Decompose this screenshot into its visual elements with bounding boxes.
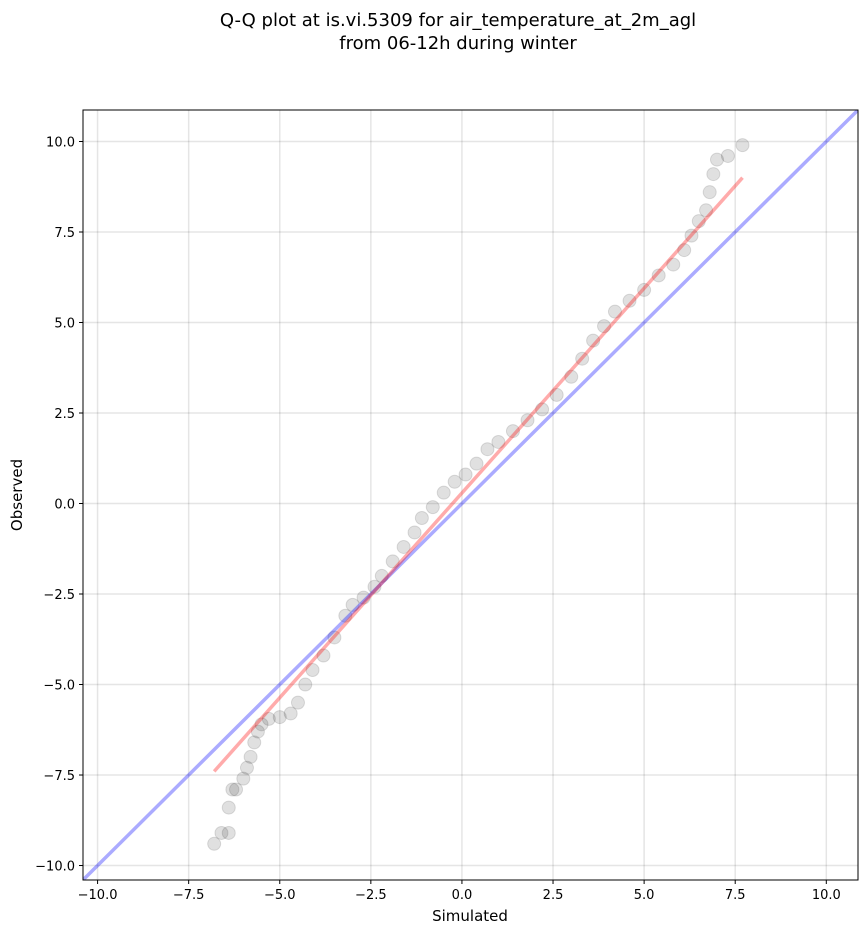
point <box>651 268 666 283</box>
point <box>458 467 473 482</box>
point <box>229 782 244 797</box>
point <box>298 677 313 692</box>
point <box>491 434 506 449</box>
point <box>469 456 484 471</box>
x-tick-label: 0.0 <box>452 888 473 903</box>
point <box>367 579 382 594</box>
point <box>480 442 495 457</box>
y-axis-label: Observed <box>8 459 26 531</box>
point <box>385 554 400 569</box>
point <box>243 749 258 764</box>
point <box>699 203 714 218</box>
point <box>396 539 411 554</box>
point <box>305 663 320 678</box>
x-tick-label: 10.0 <box>812 888 841 903</box>
x-tick-label: −10.0 <box>78 888 118 903</box>
x-tick-label: 7.5 <box>725 888 746 903</box>
chart-title: from 06-12h during winter <box>339 33 577 54</box>
point <box>236 771 251 786</box>
reference-line <box>212 176 744 773</box>
point <box>261 711 276 726</box>
point <box>414 510 429 525</box>
point <box>327 630 342 645</box>
point <box>505 424 520 439</box>
point <box>535 402 550 417</box>
y-tick-label: 0.0 <box>54 498 75 513</box>
point <box>425 500 440 515</box>
y-tick-label: 10.0 <box>46 135 75 150</box>
x-tick-label: 2.5 <box>543 888 564 903</box>
point <box>666 257 681 272</box>
point <box>564 369 579 384</box>
point <box>597 319 612 334</box>
point <box>254 717 269 732</box>
y-tick-label: −7.5 <box>43 769 75 784</box>
point <box>221 800 236 815</box>
plot-frame <box>82 109 859 881</box>
point <box>622 293 637 308</box>
point <box>374 568 389 583</box>
point <box>637 282 652 297</box>
point <box>316 648 331 663</box>
point <box>247 735 262 750</box>
point <box>706 167 721 182</box>
point <box>520 413 535 428</box>
point <box>239 760 254 775</box>
x-tick-label: 5.0 <box>634 888 655 903</box>
point <box>684 228 699 243</box>
point <box>720 148 735 163</box>
point <box>250 724 265 739</box>
y-tick-label: 5.0 <box>54 317 75 332</box>
point <box>677 243 692 258</box>
y-tick-label: 7.5 <box>54 226 75 241</box>
y-tick-label: −2.5 <box>43 588 75 603</box>
x-tick-label: −7.5 <box>173 888 205 903</box>
y-tick-label: 2.5 <box>54 407 75 422</box>
point <box>290 695 305 710</box>
point <box>709 152 724 167</box>
point <box>407 525 422 540</box>
point <box>207 836 222 851</box>
point <box>575 351 590 366</box>
point <box>345 597 360 612</box>
point <box>691 214 706 229</box>
point <box>283 706 298 721</box>
y-tick-label: −5.0 <box>43 679 75 694</box>
point <box>735 138 750 153</box>
point <box>221 825 236 840</box>
point <box>338 608 353 623</box>
point <box>436 485 451 500</box>
point <box>356 590 371 605</box>
point <box>549 387 564 402</box>
point <box>586 333 601 348</box>
x-tick-label: −2.5 <box>355 888 387 903</box>
chart-title: Q-Q plot at is.vi.5309 for air_temperatu… <box>220 10 696 31</box>
point <box>607 304 622 319</box>
reference-line <box>83 110 858 880</box>
point <box>225 782 240 797</box>
y-tick-label: −10.0 <box>35 860 75 875</box>
point <box>272 710 287 725</box>
x-axis-label: Simulated <box>432 907 508 925</box>
point <box>214 825 229 840</box>
x-tick-label: −5.0 <box>264 888 296 903</box>
point <box>447 474 462 489</box>
point <box>702 185 717 200</box>
